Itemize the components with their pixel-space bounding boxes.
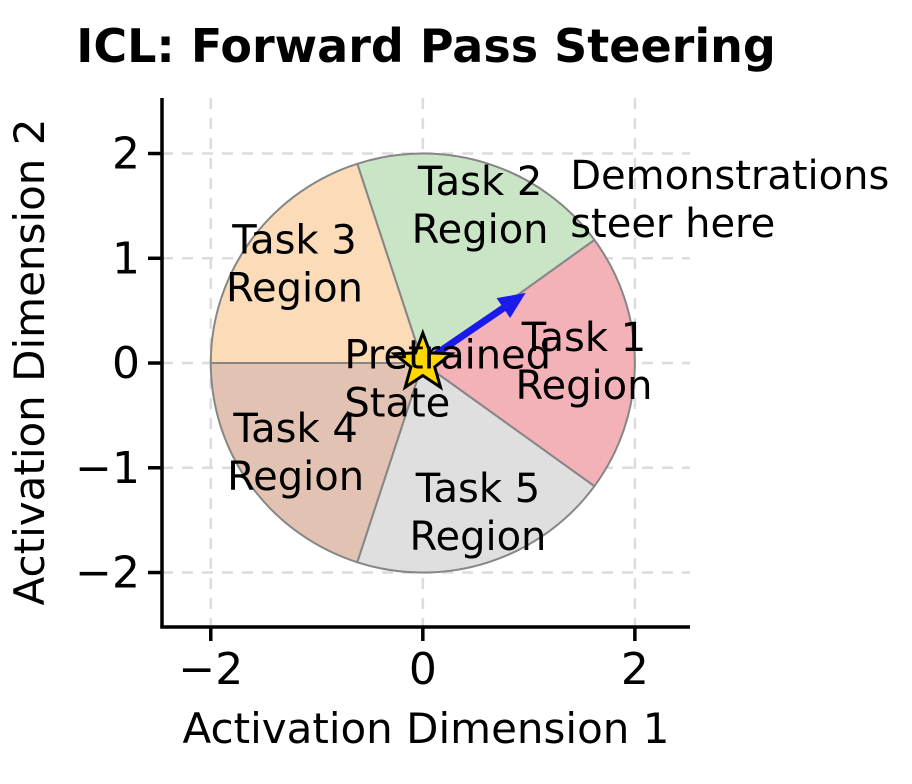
y-tick-label: 2 <box>112 129 140 180</box>
wedge-label-task-3-region: Task 3 <box>231 218 357 264</box>
pretrained-star-icon <box>390 328 456 391</box>
wedge-label-task-4-region: Region <box>227 454 364 500</box>
wedge-label-task-2-region: Task 2 <box>417 159 543 205</box>
wedge-task-4-region <box>209 362 424 564</box>
x-axis-label: Activation Dimension 1 <box>183 704 670 753</box>
wedge-task-2-region <box>356 152 596 365</box>
pretrained-state-label: Pretrained <box>344 332 551 378</box>
wedge-label-task-2-region: Region <box>412 207 549 253</box>
wedge-label-task-5-region: Task 5 <box>415 466 541 512</box>
y-tick-label: −1 <box>75 443 140 494</box>
axes-layer: −2 0 2 2 1 0 −1 −2 <box>75 98 690 695</box>
x-tick-label: 0 <box>409 644 437 695</box>
wedge-label-task-1-region: Task 1 <box>521 315 647 361</box>
y-tick-label: 0 <box>112 338 140 389</box>
x-tick-label: −2 <box>178 644 243 695</box>
wedge-task-3-region <box>209 162 424 365</box>
wedge-task-5-region <box>356 362 596 574</box>
y-axis-label: Activation Dimension 2 <box>5 119 54 606</box>
wedge-label-task-3-region: Region <box>226 266 363 312</box>
x-tick-label: 2 <box>621 644 649 695</box>
annotation-demonstrations-steer-here: Demonstrations <box>570 153 889 199</box>
wedge-label-task-5-region: Region <box>409 514 546 560</box>
plot-title: ICL: Forward Pass Steering <box>76 19 776 73</box>
text-layer: ICL: Forward Pass Steering Activation Di… <box>5 19 776 753</box>
wedge-task-1-region <box>421 238 636 488</box>
y-tick-label: 1 <box>112 233 140 284</box>
y-tick-label: −2 <box>75 548 140 599</box>
wedge-label-task-4-region: Task 4 <box>232 406 358 452</box>
wedge-label-task-1-region: Region <box>516 363 653 409</box>
pretrained-state-label: State <box>344 380 450 426</box>
steering-arrow-head <box>496 292 526 318</box>
annotation-demonstrations-steer-here: steer here <box>570 201 775 247</box>
